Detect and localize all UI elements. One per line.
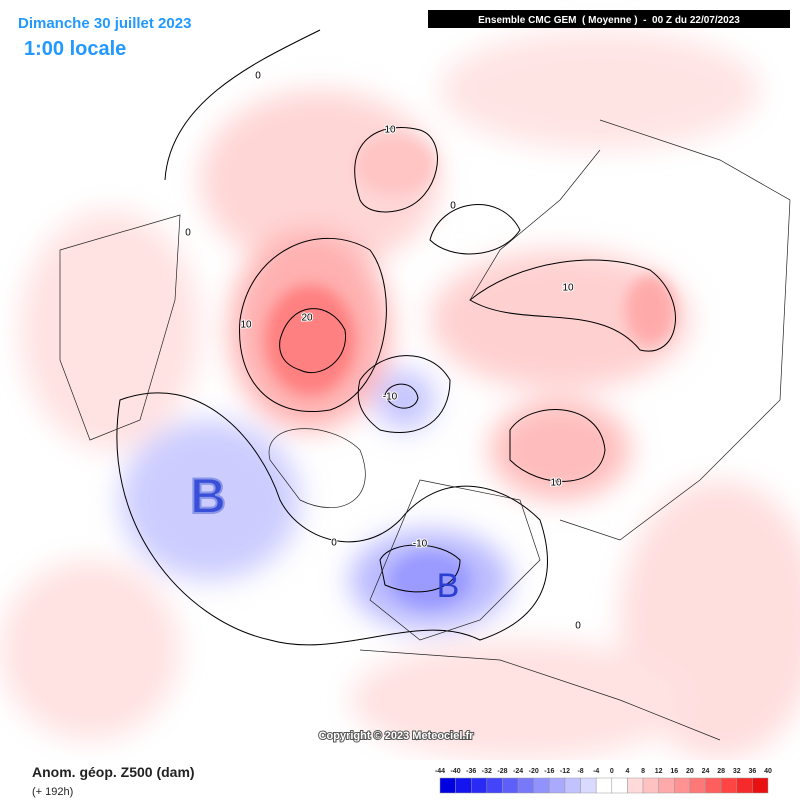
colorbar-swatch bbox=[533, 777, 550, 794]
contour-label: 10 bbox=[550, 478, 562, 489]
colorbar-swatch bbox=[517, 777, 534, 794]
colorbar-tick-label: -12 bbox=[560, 768, 570, 775]
colorbar-tick-label: -32 bbox=[482, 768, 492, 775]
colorbar-tick-label: 16 bbox=[670, 768, 678, 775]
colorbar-swatch bbox=[486, 777, 503, 794]
colorbar-swatch bbox=[595, 777, 613, 794]
colorbar-tick-label: 36 bbox=[748, 768, 756, 775]
time-title: 1:00 locale bbox=[24, 38, 126, 60]
colorbar-swatch bbox=[705, 777, 722, 794]
contour-label: -10 bbox=[383, 392, 398, 403]
colorbar-tick-label: 4 bbox=[625, 768, 629, 775]
colorbar-tick-label: -4 bbox=[593, 768, 599, 775]
colorbar-tick-label: -36 bbox=[466, 768, 476, 775]
colorbar-tick-label: 28 bbox=[717, 768, 725, 775]
colorbar-tick-label: 12 bbox=[655, 768, 663, 775]
colorbar-swatch bbox=[689, 777, 706, 794]
colorbar-swatch bbox=[564, 777, 581, 794]
contour-label: 20 bbox=[301, 313, 313, 324]
contour-label: 10 bbox=[384, 125, 396, 136]
contour-label: 0 bbox=[185, 228, 191, 239]
colorbar-swatch bbox=[502, 777, 519, 794]
colorbar-swatch bbox=[470, 777, 488, 794]
low-pressure-label: B bbox=[190, 468, 226, 524]
colorbar-swatch bbox=[736, 777, 753, 794]
colorbar-tick-label: -24 bbox=[513, 768, 523, 775]
anomaly-fields bbox=[0, 30, 800, 760]
colorbar-swatch bbox=[611, 777, 628, 794]
colorbar-swatch bbox=[439, 777, 456, 794]
colorbar-swatch bbox=[642, 777, 659, 794]
colorbar-tick-label: 40 bbox=[764, 768, 772, 775]
colorbar-tick-label: 24 bbox=[702, 768, 710, 775]
contour-label: 0 bbox=[575, 621, 581, 632]
date-title: Dimanche 30 juillet 2023 bbox=[18, 15, 191, 32]
colorbar-tick-label: -28 bbox=[497, 768, 507, 775]
colorbar-swatch bbox=[455, 777, 472, 794]
colorbar-tick-label: -8 bbox=[577, 768, 583, 775]
colorbar-tick-label: -44 bbox=[435, 768, 445, 775]
contour-labels: 0 0 0 0 0 10 10 10 10 20 -10 -10 bbox=[184, 70, 582, 633]
low-pressure-label: B bbox=[437, 567, 460, 605]
colorbar: -44 -40 -36 -32 -28 -24 -20 -16 -12 -8 -4 0 4 8 12 16 20… bbox=[435, 768, 772, 794]
contour-label: -10 bbox=[413, 539, 428, 550]
contour-label: 10 bbox=[562, 283, 574, 294]
field-label: Anom. géop. Z500 (dam) bbox=[32, 764, 195, 780]
colorbar-tick-label: 20 bbox=[686, 768, 694, 775]
model-banner bbox=[428, 10, 790, 28]
anomaly-cores bbox=[265, 135, 675, 608]
colorbar-swatch bbox=[549, 777, 566, 794]
colorbar-tick-label: -20 bbox=[529, 768, 539, 775]
colorbar-tick-label: 0 bbox=[610, 768, 614, 775]
colorbar-swatch bbox=[752, 777, 769, 794]
colorbar-swatch bbox=[627, 777, 644, 794]
copyright: Copyright © 2023 Meteociel.fr bbox=[319, 730, 475, 742]
lead-label: (+ 192h) bbox=[32, 786, 73, 798]
colorbar-tick-label: -40 bbox=[451, 768, 461, 775]
contour-label: 0 bbox=[450, 201, 456, 212]
colorbar-swatch bbox=[674, 777, 691, 794]
colorbar-tick-label: 32 bbox=[733, 768, 741, 775]
colorbar-swatch bbox=[658, 777, 675, 794]
colorbar-tick-label: -16 bbox=[544, 768, 554, 775]
colorbar-swatch bbox=[580, 777, 597, 794]
contour-label: 0 bbox=[255, 71, 261, 82]
contour-label: 0 bbox=[331, 538, 337, 549]
contour-label: 10 bbox=[240, 320, 252, 331]
colorbar-tick-label: 8 bbox=[641, 768, 645, 775]
contours bbox=[116, 29, 676, 646]
coastlines bbox=[59, 119, 791, 741]
model-info: Ensemble CMC GEM ( Moyenne ) - 00 Z du 2… bbox=[478, 15, 740, 26]
colorbar-swatch bbox=[720, 777, 738, 794]
